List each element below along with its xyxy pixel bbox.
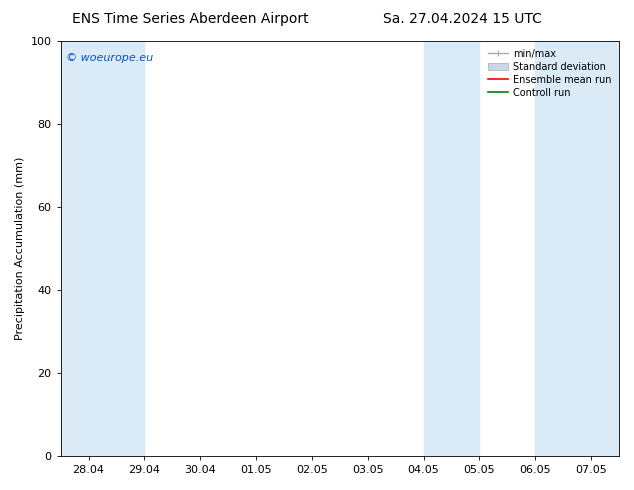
Legend: min/max, Standard deviation, Ensemble mean run, Controll run: min/max, Standard deviation, Ensemble me… (486, 46, 614, 100)
Bar (424, 41, 479, 456)
Y-axis label: Precipitation Accumulation (mm): Precipitation Accumulation (mm) (15, 157, 25, 340)
Text: ENS Time Series Aberdeen Airport: ENS Time Series Aberdeen Airport (72, 12, 309, 26)
Text: Sa. 27.04.2024 15 UTC: Sa. 27.04.2024 15 UTC (384, 12, 542, 26)
Bar (61, 41, 145, 456)
Bar (535, 41, 619, 456)
Text: © woeurope.eu: © woeurope.eu (66, 53, 153, 64)
